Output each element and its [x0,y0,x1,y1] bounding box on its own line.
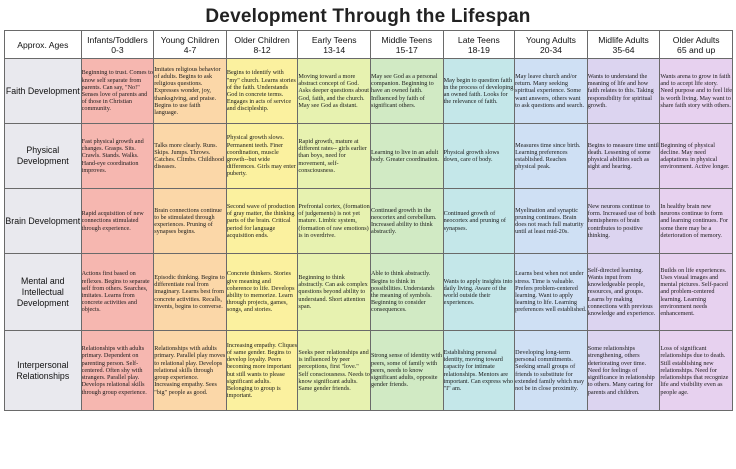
column-ages: 0-3 [111,44,124,55]
column-name: Older Children [234,34,290,45]
column-ages: 65 and up [677,44,716,55]
column-name: Infants/Toddlers [87,34,148,45]
column-ages: 4-7 [183,44,197,55]
column-name: Older Adults [672,34,720,45]
page-title: Development Through the Lifespan [205,6,531,27]
lifespan-table: Approx. Ages Infants/Toddlers 0-3 Young C… [4,30,733,411]
table-cell: Some relationships strengthening, others… [586,330,661,411]
table-cell: May begin to question faith in the proce… [442,58,516,124]
column-header: Older Children 8-12 [225,30,299,59]
table-cell: Loss of significant relationships due to… [659,330,733,411]
column-header: Older Adults 65 and up [659,30,733,59]
column-header: Young Children 4-7 [153,30,227,59]
row-label-faith: Faith Development [4,58,82,124]
table-cell: Rapid growth, mature at different rates-… [297,123,371,189]
table-cell: Concrete thinkers. Stories give meaning … [225,253,299,331]
table-cell: Actions first based on reflexes. Begins … [80,253,155,331]
table-cell: Seeks peer relationships and is influenc… [297,330,371,411]
table-cell: Imitates religious behavior of adults. B… [153,58,227,124]
table-cell: Prefrontal cortex, (formation of judgeme… [297,188,371,254]
column-header: Infants/Toddlers 0-3 [80,30,155,59]
table-cell: Strong sense of identity with peers, som… [369,330,444,411]
column-name: Young Children [160,34,220,45]
table-cell: Talks more clearly. Runs. Skips. Jumps. … [153,123,227,189]
table-cell: Myelination and synaptic pruning continu… [514,188,588,254]
table-cell: May see God as a personal companion. Beg… [369,58,444,124]
table-cell: Learning to live in an adult body. Great… [369,123,444,189]
table-row: Interpersonal Relationships Relationship… [4,330,733,411]
table-cell: Physical growth slows. Permanent teeth. … [225,123,299,189]
table-cell: Wants to understand the meaning of life … [586,58,661,124]
table-row: Physical Development Fast physical growt… [4,123,733,189]
table-cell: Wants arena to grow in faith and to acce… [659,58,733,124]
column-name: Midlife Adults [598,34,649,45]
table-cell: In healthy brain new neurons continue to… [659,188,733,254]
table-row: Mental and Intellectual Development Acti… [4,253,733,331]
column-header: Late Teens 18-19 [442,30,516,59]
table-cell: Fast physical growth and changes. Grasps… [80,123,155,189]
header-row: Approx. Ages Infants/Toddlers 0-3 Young C… [4,30,733,59]
column-header: Middle Teens 15-17 [369,30,444,59]
row-label-physical: Physical Development [4,123,82,189]
table-cell: Beginning to think abstractly. Can ask c… [297,253,371,331]
table-cell: Continued growth of neocortex and prunin… [442,188,516,254]
row-label-mental: Mental and Intellectual Development [4,253,82,331]
table-cell: Self-directed learning. Wants input from… [586,253,661,331]
table-cell: Rapid acquisition of new connections sti… [80,188,155,254]
column-ages: 15-17 [395,44,418,55]
table-cell: Second wave of production of gray matter… [225,188,299,254]
table-cell: Builds on life experiences. Uses visual … [659,253,733,331]
table-cell: May leave church and/or return. Many see… [514,58,588,124]
table-cell: Episodic thinking. Begins to differentia… [153,253,227,331]
column-ages: 8-12 [253,44,271,55]
table-cell: Begins to identify with "my" church. Lea… [225,58,299,124]
column-name: Middle Teens [381,34,433,45]
column-header: Midlife Adults 35-64 [586,30,661,59]
column-header: Young Adults 20-34 [514,30,588,59]
table-cell: Begins to measure time until death. Less… [586,123,661,189]
table-cell: Increasing empathy. Cliques of same gend… [225,330,299,411]
column-header: Early Teens 13-14 [297,30,371,59]
table-cell: Developing long-term personal commitment… [514,330,588,411]
column-ages: 20-34 [539,44,562,55]
column-ages: 13-14 [323,44,346,55]
row-label-brain: Brain Development [4,188,82,254]
row-label-interpersonal: Interpersonal Relationships [4,330,82,411]
table-cell: Able to think abstractly. Begins to thin… [369,253,444,331]
table-cell: Physical growth slows down, care of body… [442,123,516,189]
table-row: Brain Development Rapid acquisition of n… [4,188,733,254]
table-cell: Measures time since birth. Learning pref… [514,123,588,189]
column-name: Early Teens [311,34,357,45]
table-row: Faith Development Beginning to trust. Co… [4,58,733,124]
table-cell: Beginning to trust. Comes to know self s… [80,58,155,124]
table-cell: Relationships with adults primary. Depen… [80,330,155,411]
table-cell: Moving toward a more abstract concept of… [297,58,371,124]
table-cell: Continued growth in the neocortex and ce… [369,188,444,254]
table-cell: Relationships with adults primary. Paral… [153,330,227,411]
column-ages: 35-64 [612,44,635,55]
table-cell: Wants to apply insights into daily livin… [442,253,516,331]
column-name: Late Teens [457,34,500,45]
table-cell: Beginning of physical decline. May need … [659,123,733,189]
approx-ages-label: Approx. Ages [4,30,82,59]
column-name: Young Adults [526,34,576,45]
column-ages: 18-19 [467,44,490,55]
table-cell: Learns best when not under stress. Time … [514,253,588,331]
table-cell: Establishing personal identity, moving t… [442,330,516,411]
table-cell: New neurons continue to form. Increased … [586,188,661,254]
table-cell: Brain connections continue to be stimula… [153,188,227,254]
